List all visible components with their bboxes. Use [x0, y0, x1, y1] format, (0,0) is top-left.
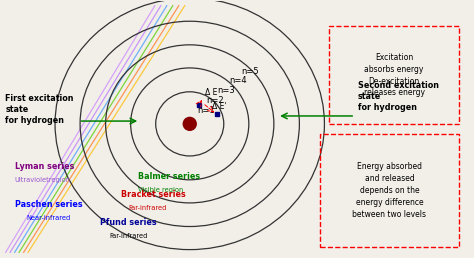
Text: Near-infrared: Near-infrared	[27, 215, 71, 221]
Text: Δ E': Δ E'	[212, 102, 226, 111]
Text: Second excitation
state
for hydrogen: Second excitation state for hydrogen	[357, 80, 438, 112]
Text: First excitation
state
for hydrogen: First excitation state for hydrogen	[5, 94, 74, 125]
Text: n=2: n=2	[207, 96, 224, 105]
Text: Far-infrared: Far-infrared	[109, 233, 148, 239]
Text: Excitation
absorbs energy
De-excitation
releases energy: Excitation absorbs energy De-excitation …	[364, 53, 425, 97]
Text: n=4: n=4	[229, 76, 247, 85]
Text: Paschen series: Paschen series	[15, 200, 82, 209]
Text: Δ E: Δ E	[205, 88, 217, 97]
Text: Ultravioletregion: Ultravioletregion	[15, 177, 71, 183]
Text: Lyman series: Lyman series	[15, 162, 74, 171]
Text: n=1: n=1	[197, 106, 215, 115]
Text: n=5: n=5	[242, 67, 259, 76]
Text: Pfund series: Pfund series	[100, 218, 156, 227]
Circle shape	[183, 117, 196, 130]
Text: Balmer series: Balmer series	[138, 172, 200, 181]
Text: Visible region: Visible region	[138, 187, 183, 193]
Text: Bracket series: Bracket series	[121, 190, 186, 199]
Text: Far-infrared: Far-infrared	[128, 205, 167, 211]
Text: Energy absorbed
and released
depends on the
energy difference
between two levels: Energy absorbed and released depends on …	[352, 163, 427, 219]
Text: n=3: n=3	[218, 86, 236, 95]
